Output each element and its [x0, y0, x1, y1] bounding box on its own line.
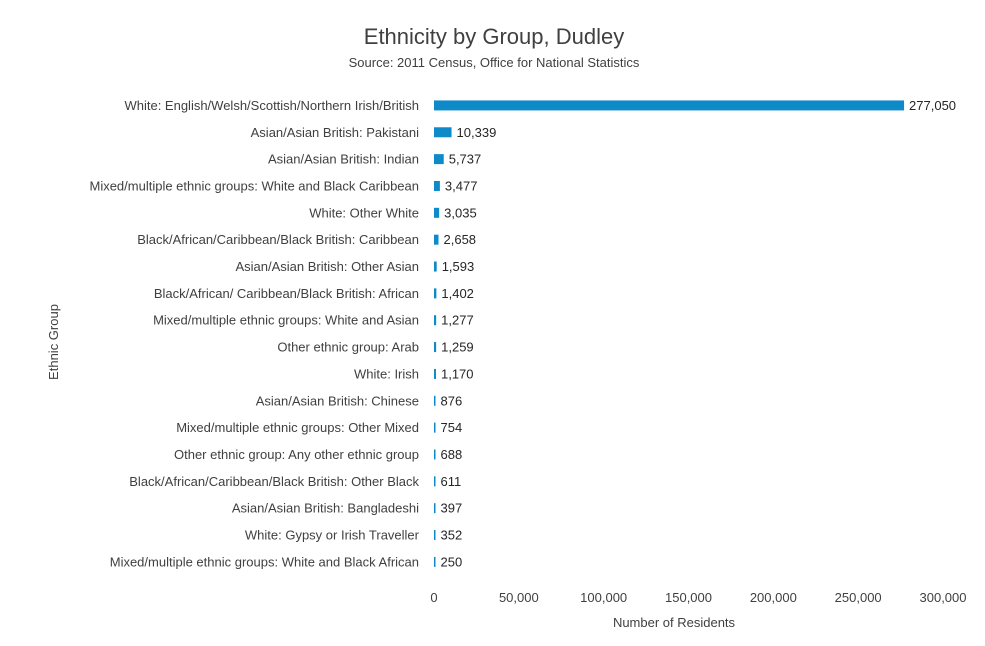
category-label: Mixed/multiple ethnic groups: White and …	[110, 554, 419, 569]
data-label: 250	[441, 554, 463, 569]
chart-title: Ethnicity by Group, Dudley	[364, 24, 624, 49]
bar	[434, 503, 436, 514]
data-label: 1,593	[442, 259, 475, 274]
category-label: Asian/Asian British: Pakistani	[251, 125, 419, 140]
bar	[434, 422, 436, 433]
bar	[434, 127, 452, 138]
data-label: 10,339	[457, 125, 497, 140]
y-axis-title: Ethnic Group	[46, 304, 61, 380]
x-tick-label: 200,000	[750, 590, 797, 605]
data-label: 397	[441, 501, 463, 516]
bar	[434, 530, 436, 541]
data-label: 1,277	[441, 313, 474, 328]
category-label: Asian/Asian British: Other Asian	[235, 259, 419, 274]
data-label: 5,737	[449, 152, 482, 167]
data-label: 3,035	[444, 205, 477, 220]
category-label: White: Gypsy or Irish Traveller	[245, 528, 420, 543]
data-label: 1,402	[441, 286, 474, 301]
bar	[434, 395, 436, 406]
x-tick-label: 250,000	[835, 590, 882, 605]
category-label: White: Other White	[309, 205, 419, 220]
x-tick-label: 150,000	[665, 590, 712, 605]
bar	[434, 315, 437, 326]
data-label: 688	[441, 447, 463, 462]
category-label: Asian/Asian British: Bangladeshi	[232, 501, 419, 516]
category-label: Other ethnic group: Any other ethnic gro…	[174, 447, 419, 462]
chart-subtitle: Source: 2011 Census, Office for National…	[349, 55, 640, 70]
bar	[434, 342, 437, 353]
bar	[434, 449, 436, 460]
bar	[434, 100, 905, 111]
data-label: 876	[441, 393, 463, 408]
data-label: 277,050	[909, 98, 956, 113]
x-tick-label: 100,000	[580, 590, 627, 605]
bar	[434, 261, 437, 272]
x-tick-label: 50,000	[499, 590, 539, 605]
category-label: Other ethnic group: Arab	[277, 340, 419, 355]
bar	[434, 288, 437, 299]
bar	[434, 476, 436, 487]
bar	[434, 556, 436, 567]
x-tick-label: 0	[430, 590, 437, 605]
x-tick-label: 300,000	[920, 590, 967, 605]
category-label: White: English/Welsh/Scottish/Northern I…	[124, 98, 419, 113]
bar	[434, 207, 440, 218]
data-label: 352	[441, 528, 463, 543]
bar	[434, 154, 444, 165]
category-label: Black/African/Caribbean/Black British: O…	[129, 474, 419, 489]
category-label: Black/African/ Caribbean/Black British: …	[154, 286, 419, 301]
category-label: White: Irish	[354, 366, 419, 381]
category-label: Mixed/multiple ethnic groups: White and …	[153, 313, 419, 328]
bar	[434, 368, 436, 379]
category-label: Mixed/multiple ethnic groups: White and …	[89, 178, 419, 193]
data-label: 611	[441, 474, 462, 489]
category-label: Black/African/Caribbean/Black British: C…	[137, 232, 419, 247]
bar	[434, 234, 439, 245]
data-label: 754	[441, 420, 463, 435]
x-axis-title: Number of Residents	[613, 615, 736, 630]
category-label: Asian/Asian British: Indian	[268, 152, 419, 167]
category-label: Asian/Asian British: Chinese	[256, 393, 419, 408]
data-label: 1,170	[441, 366, 474, 381]
data-label: 3,477	[445, 178, 478, 193]
category-label: Mixed/multiple ethnic groups: Other Mixe…	[176, 420, 419, 435]
plot-area: White: English/Welsh/Scottish/Northern I…	[89, 98, 966, 605]
bar	[434, 180, 440, 191]
data-label: 1,259	[441, 340, 474, 355]
data-label: 2,658	[444, 232, 477, 247]
